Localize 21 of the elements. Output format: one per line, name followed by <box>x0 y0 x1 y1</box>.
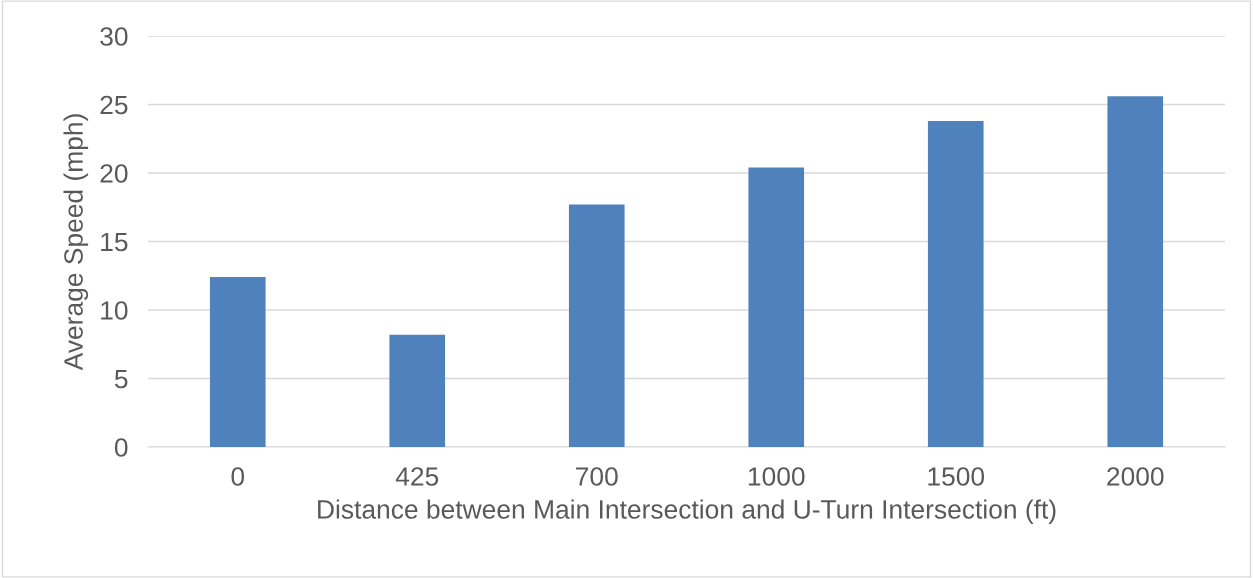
x-tick-label: 700 <box>576 467 618 486</box>
y-tick-label: 10 <box>101 301 128 320</box>
bar <box>1107 96 1164 447</box>
y-tick-label: 20 <box>100 164 128 183</box>
y-tick-label: 30 <box>100 27 128 46</box>
x-tick-label: 2000 <box>1107 467 1164 486</box>
y-tick-label: 0 <box>114 438 128 457</box>
bar <box>927 120 984 447</box>
x-tick-label: 0 <box>231 467 245 486</box>
x-axis-title: Distance between Main Intersection and U-Turn Intersection (ft) <box>318 499 1056 524</box>
y-tick-label: 5 <box>114 369 128 389</box>
bar <box>209 277 266 447</box>
bar <box>389 334 446 447</box>
x-tick-label: 1500 <box>928 467 985 486</box>
y-tick-label: 15 <box>101 232 128 252</box>
x-tick-label: 425 <box>395 467 439 486</box>
bar <box>568 204 625 447</box>
x-tick-label: 1000 <box>748 467 805 486</box>
y-tick-label: 25 <box>100 95 128 115</box>
bar <box>748 167 805 447</box>
y-axis-title: Average Speed (mph) <box>63 114 89 371</box>
